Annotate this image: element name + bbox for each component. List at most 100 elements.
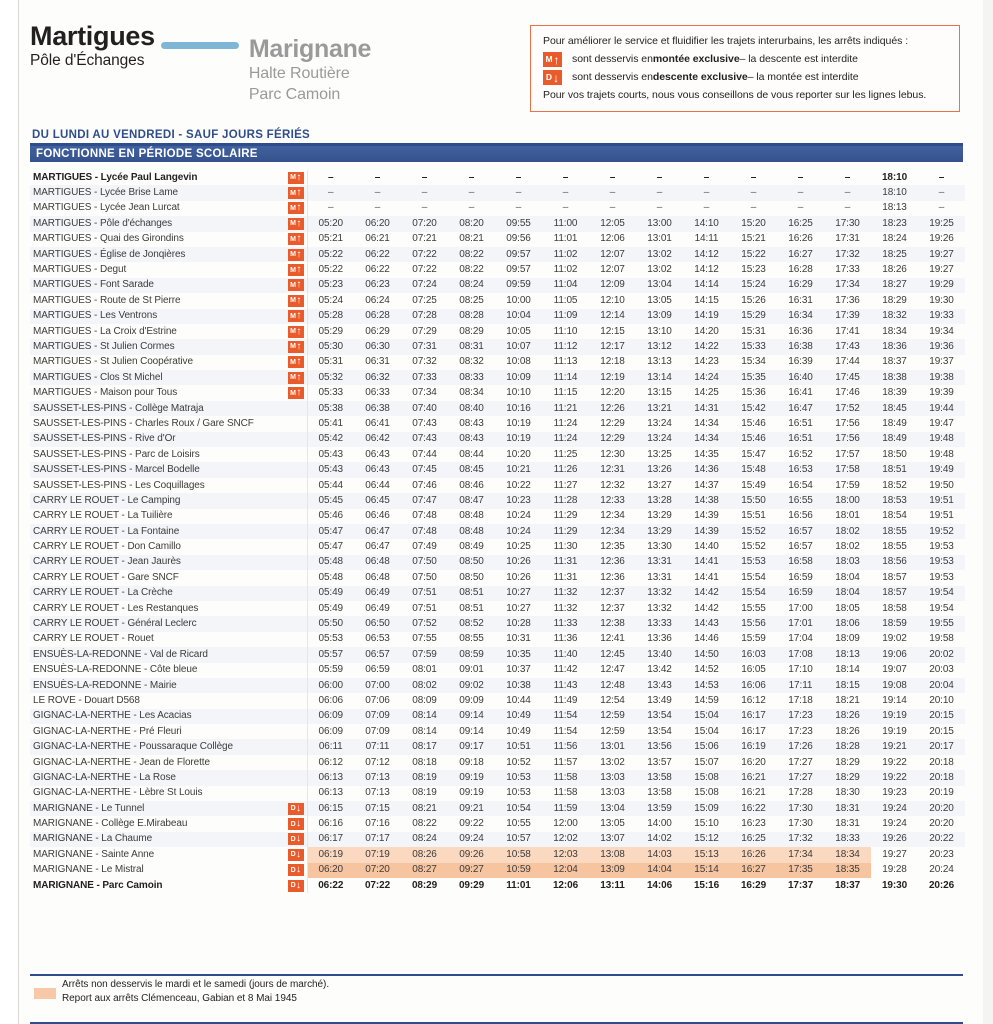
departure-time: 15:52	[741, 541, 766, 553]
departure-time: 07:20	[401, 216, 448, 232]
departure-time: 18:10	[871, 185, 918, 201]
departure-time: 09:56	[506, 233, 531, 245]
departure-time: 09:59	[495, 277, 542, 294]
departure-time: 10:21	[495, 462, 542, 478]
departure-time: 07:29	[412, 325, 437, 337]
descente-exclusive-icon: D ↓	[285, 801, 307, 817]
stop-name: MARTIGUES - Maison pour Tous	[33, 387, 178, 399]
departure-time: 15:13	[683, 847, 730, 863]
no-service-cell: –	[750, 171, 757, 183]
departure-time: 05:49	[306, 600, 354, 617]
departure-time: 18:53	[871, 493, 918, 509]
departure-time: 12:34	[589, 523, 636, 540]
departure-time: 07:32	[412, 356, 437, 368]
departure-time: 09:57	[506, 264, 531, 276]
departure-time: 07:34	[412, 387, 437, 399]
departure-time: 13:04	[636, 277, 683, 294]
departure-time: 13:58	[636, 770, 683, 786]
table-row: LE ROVE - Douart D568 06:06 07:06 08:09 09:0…	[30, 693, 965, 709]
departure-time: 05:57	[306, 647, 354, 663]
departure-time: 16:58	[777, 554, 824, 571]
departure-time: 14:52	[694, 664, 719, 676]
departure-time: 06:47	[354, 523, 401, 540]
departure-time: 09:24	[448, 831, 495, 848]
period-of-service-label: FONCTIONNE EN PÉRIODE SCOLAIRE	[30, 145, 963, 162]
departure-time: 08:24	[401, 831, 448, 848]
departure-time: 18:50	[882, 448, 907, 460]
departure-time: 20:20	[918, 801, 965, 817]
departure-time: 10:35	[495, 647, 542, 663]
departure-time: 10:08	[506, 356, 531, 368]
table-row: CARRY LE ROUET - La Fontaine 05:47 06:47 07…	[30, 523, 965, 540]
departure-time: 17:10	[788, 664, 813, 676]
no-service-cell: –	[918, 185, 965, 201]
departure-time: 06:44	[365, 479, 390, 491]
departure-time: 08:19	[412, 787, 437, 799]
departure-time: 06:29	[365, 325, 390, 337]
departure-time: 08:19	[401, 770, 448, 786]
departure-time: 06:30	[354, 339, 401, 355]
stop-name: MARTIGUES - Les Ventrons	[30, 308, 285, 324]
no-icon-cell	[285, 632, 307, 647]
departure-time: 16:22	[730, 801, 777, 817]
departure-time: 07:33	[401, 370, 448, 386]
departure-time: 10:05	[506, 325, 531, 337]
notice-outro: Pour vos trajets courts, nous vous conse…	[543, 89, 927, 101]
departure-time: 18:55	[882, 541, 907, 553]
departure-time: 05:24	[306, 293, 354, 309]
departure-time: 20:22	[918, 831, 965, 848]
departure-time: 07:13	[354, 770, 401, 786]
departure-time: 18:26	[882, 264, 907, 276]
descente-exclusive-icon: D ↓	[285, 847, 307, 862]
departure-time: 13:02	[647, 264, 672, 276]
no-service-cell: –	[797, 202, 804, 214]
departure-time: 08:49	[459, 541, 484, 553]
stop-name: GIGNAC-LA-NERTHE - La Rose	[30, 770, 285, 786]
no-icon-cell	[285, 462, 307, 478]
departure-time: 09:19	[448, 770, 495, 786]
no-service-cell: –	[374, 202, 381, 214]
no-service-cell: –	[824, 185, 871, 201]
departure-time: 17:39	[824, 308, 871, 324]
departure-time: 10:26	[495, 554, 542, 571]
departure-time: 08:48	[459, 510, 484, 522]
table-row: GIGNAC-LA-NERTHE - Lèbre St Louis 06:13 07…	[30, 785, 965, 802]
departure-time: 10:23	[495, 493, 542, 509]
departure-time: 12:09	[589, 277, 636, 294]
departure-time: 11:12	[542, 339, 589, 355]
departure-time: 12:26	[589, 400, 636, 417]
timetable-footer: Arrêts non desservis le mardi et le same…	[30, 974, 963, 1024]
departure-time: 07:20	[354, 862, 401, 878]
table-row: SAUSSET-LES-PINS - Rive d'Or 05:42 06:42 07…	[30, 431, 965, 448]
departure-time: 17:11	[777, 677, 824, 694]
montee-exclusive-icon: M ↑	[285, 385, 307, 400]
departure-time: 17:44	[835, 356, 860, 368]
departure-time: 14:40	[694, 541, 719, 553]
stop-name: CARRY LE ROUET - Gare SNCF	[33, 571, 179, 583]
departure-time: 14:42	[683, 585, 730, 601]
departure-time: 10:24	[495, 523, 542, 540]
no-icon-cell	[285, 677, 307, 694]
departure-time: 08:29	[459, 325, 484, 337]
table-row: MARIGNANE - La Chaume D ↓ 06:17 07:17 08:24 09…	[30, 831, 965, 848]
table-row: GIGNAC-LA-NERTHE - Pré Fleuri 06:09 07:09 0…	[30, 724, 965, 740]
departure-time: 05:32	[306, 370, 354, 386]
departure-time: 16:23	[741, 818, 766, 830]
departure-time: 18:02	[835, 541, 860, 553]
departure-time: 06:45	[354, 493, 401, 509]
no-service-cell: –	[542, 185, 589, 201]
departure-time: 13:31	[636, 554, 683, 571]
departure-time: 15:26	[741, 294, 766, 306]
departure-time: 13:31	[647, 571, 672, 583]
departure-time: 12:35	[600, 541, 625, 553]
departure-time: 07:51	[401, 585, 448, 601]
departure-time: 18:56	[871, 554, 918, 571]
departure-time: 16:36	[788, 325, 813, 337]
departure-time: 13:14	[636, 370, 683, 386]
departure-time: 12:20	[600, 387, 625, 399]
departure-time: 10:20	[506, 448, 531, 460]
departure-time: 19:39	[929, 387, 954, 399]
departure-time: 15:08	[683, 770, 730, 786]
no-service-cell: –	[636, 185, 683, 201]
departure-time: 10:58	[495, 847, 542, 863]
